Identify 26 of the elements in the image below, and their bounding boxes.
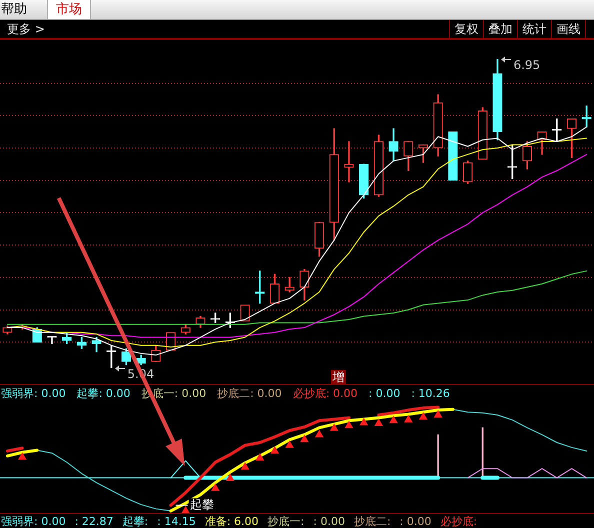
text: 抄底二: 0.00 <box>217 386 282 400</box>
text: : 0.00 <box>400 514 432 528</box>
annotation: 起攀 <box>190 497 214 512</box>
text: 复权 <box>454 22 478 36</box>
text: : 22.87 <box>74 514 114 528</box>
text: 抄底一: <box>268 514 304 528</box>
text: 画线 <box>556 22 580 36</box>
text: 必抄底: <box>440 514 478 528</box>
text: 必抄底: 0.00 <box>292 386 358 400</box>
text: 更多 > <box>7 22 45 36</box>
text: : 10.26 <box>411 386 450 400</box>
text: 帮助 <box>1 2 27 17</box>
text: 抄底二: <box>354 514 391 528</box>
text: 起攀: 0.00 <box>76 386 130 400</box>
text: 起攀: <box>122 514 148 528</box>
text: : 14.15 <box>157 514 196 528</box>
text: 准备: 6.00 <box>204 514 259 528</box>
text: 强弱界: 0.00 <box>1 514 66 528</box>
text: 统计 <box>522 22 546 36</box>
text: 市场 <box>56 2 82 17</box>
text: : 0.00 <box>313 514 345 528</box>
text: 强弱界: 0.00 <box>1 386 66 400</box>
annotation: 6.95 <box>513 58 540 72</box>
text: 增 <box>332 370 344 384</box>
text: : 0.00 <box>368 386 400 400</box>
text: 叠加 <box>488 22 512 36</box>
